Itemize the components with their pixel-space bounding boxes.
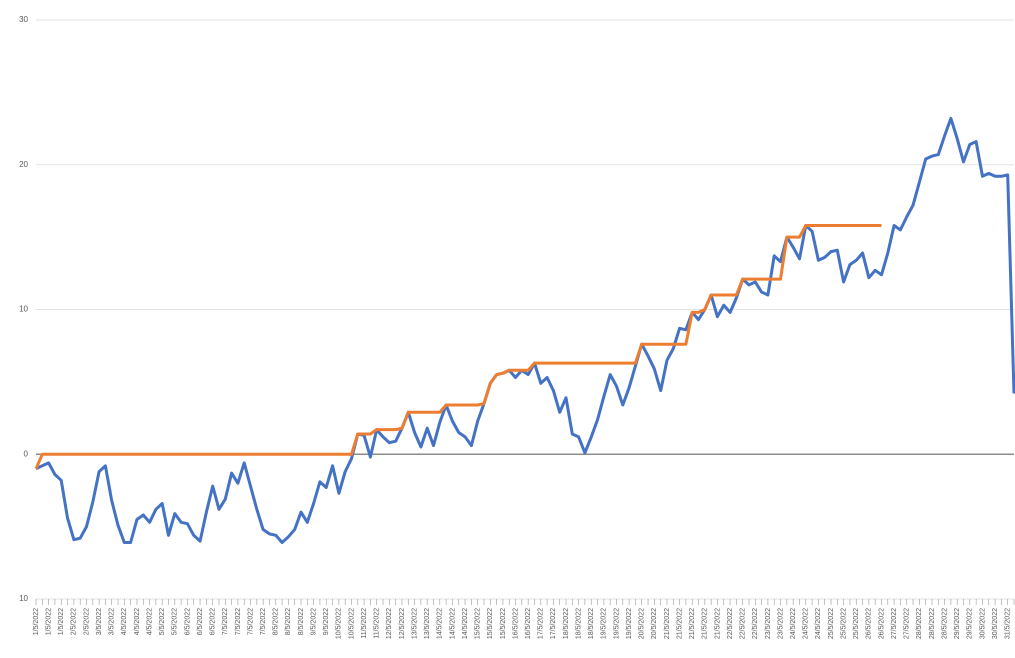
x-tick-label: 12/5/2022 (386, 608, 393, 639)
x-tick-label: 15/5/2022 (500, 608, 507, 639)
x-tick-label: 23/5/2022 (777, 608, 784, 639)
x-tick-label: 5/5/2022 (172, 608, 179, 635)
x-tick-label: 30/5/2022 (979, 608, 986, 639)
x-tick-label: 20/5/2022 (651, 608, 658, 639)
x-tick-label: 31/5/2022 (1005, 608, 1012, 639)
x-tick-label: 23/5/2022 (765, 608, 772, 639)
x-tick-label: 11/5/2022 (374, 608, 381, 639)
x-tick-label: 21/5/2022 (664, 608, 671, 639)
x-tick-label: 27/5/2022 (891, 608, 898, 639)
x-tick-label: 24/5/2022 (803, 608, 810, 639)
x-tick-label: 7/5/2022 (247, 608, 254, 635)
series-line (34, 224, 882, 470)
x-tick-label: 21/5/2022 (689, 608, 696, 639)
x-tick-label: 21/5/2022 (676, 608, 683, 639)
x-tick-label: 6/5/2022 (184, 608, 191, 635)
x-tick-label: 28/5/2022 (929, 608, 936, 639)
x-tick-label: 14/5/2022 (462, 608, 469, 639)
x-tick-label: 20/5/2022 (639, 608, 646, 639)
x-tick-label: 16/5/2022 (525, 608, 532, 639)
x-tick-label: 2/5/2022 (71, 608, 78, 635)
x-tick-label: 29/5/2022 (954, 608, 961, 639)
x-tick-label: 26/5/2022 (866, 608, 873, 639)
x-tick-label: 17/5/2022 (538, 608, 545, 639)
x-tick-label: 28/5/2022 (941, 608, 948, 639)
x-tick-label: 21/5/2022 (714, 608, 721, 639)
x-tick-label: 25/5/2022 (840, 608, 847, 639)
x-tick-label: 7/5/2022 (222, 608, 229, 635)
x-tick-label: 30/5/2022 (992, 608, 999, 639)
x-tick-label: 8/5/2022 (285, 608, 292, 635)
x-tick-label: 11/5/2022 (361, 608, 368, 639)
x-tick-label: 21/5/2022 (702, 608, 709, 639)
x-tick-label: 14/5/2022 (437, 608, 444, 639)
x-tick-label: 7/5/2022 (260, 608, 267, 635)
x-tick-label: 8/5/2022 (273, 608, 280, 635)
x-tick-label: 9/5/2022 (323, 608, 330, 635)
x-tick-label: 4/5/2022 (146, 608, 153, 635)
x-tick-label: 10/5/2022 (336, 608, 343, 639)
x-tick-label: 22/5/2022 (752, 608, 759, 639)
x-tick-label: 12/5/2022 (399, 608, 406, 639)
x-tick-label: 29/5/2022 (967, 608, 974, 639)
x-tick-label: 4/5/2022 (134, 608, 141, 635)
x-tick-label: 17/5/2022 (550, 608, 557, 639)
y-tick-label: 10 (19, 594, 28, 603)
x-tick-label: 18/5/2022 (563, 608, 570, 639)
series-line (35, 116, 1015, 544)
x-tick-label: 15/5/2022 (475, 608, 482, 639)
x-tick-label: 4/5/2022 (121, 608, 128, 635)
x-tick-label: 10/5/2022 (348, 608, 355, 639)
x-tick-label: 6/5/2022 (197, 608, 204, 635)
x-tick-label: 19/5/2022 (626, 608, 633, 639)
x-tick-label: 28/5/2022 (916, 608, 923, 639)
x-tick-label: 15/5/2022 (487, 608, 494, 639)
x-tick-label: 24/5/2022 (815, 608, 822, 639)
x-tick-label: 25/5/2022 (853, 608, 860, 639)
x-tick-label: 5/5/2022 (159, 608, 166, 635)
x-tick-label: 9/5/2022 (310, 608, 317, 635)
x-tick-label: 26/5/2022 (878, 608, 885, 639)
x-tick-label: 1/5/2022 (45, 608, 52, 635)
y-tick-label: 30 (19, 15, 28, 24)
x-tick-label: 27/5/2022 (904, 608, 911, 639)
x-tick-label: 7/5/2022 (235, 608, 242, 635)
x-tick-label: 2/5/2022 (83, 608, 90, 635)
x-tick-label: 16/5/2022 (512, 608, 519, 639)
x-tick-label: 6/5/2022 (210, 608, 217, 635)
x-tick-label: 19/5/2022 (601, 608, 608, 639)
x-tick-label: 13/5/2022 (424, 608, 431, 639)
y-tick-label: 10 (19, 305, 28, 314)
x-tick-label: 25/5/2022 (828, 608, 835, 639)
x-tick-label: 18/5/2022 (575, 608, 582, 639)
x-tick-label: 3/5/2022 (96, 608, 103, 635)
y-tick-label: 0 (24, 449, 29, 458)
x-tick-label: 13/5/2022 (411, 608, 418, 639)
x-tick-label: 22/5/2022 (727, 608, 734, 639)
y-tick-label: 20 (19, 160, 28, 169)
x-tick-label: 1/5/2022 (58, 608, 65, 635)
x-tick-label: 8/5/2022 (298, 608, 305, 635)
x-tick-label: 22/5/2022 (740, 608, 747, 639)
x-tick-label: 14/5/2022 (449, 608, 456, 639)
x-tick-label: 19/5/2022 (613, 608, 620, 639)
x-tick-label: 18/5/2022 (588, 608, 595, 639)
x-tick-label: 3/5/2022 (109, 608, 116, 635)
x-tick-label: 24/5/2022 (790, 608, 797, 639)
x-tick-label: 1/5/2022 (33, 608, 40, 635)
